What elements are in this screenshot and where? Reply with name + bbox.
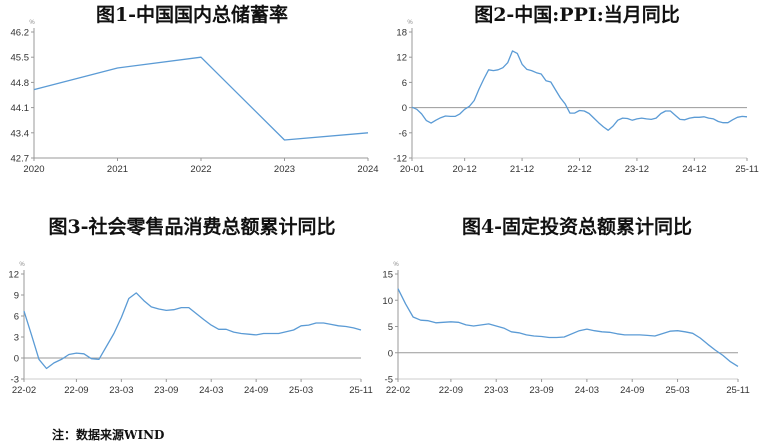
x-tick-label: 23-09: [529, 385, 553, 396]
x-tick-label: 24-09: [620, 385, 644, 396]
x-tick-label: 23-09: [154, 385, 178, 396]
x-tick-label: 23-03: [484, 385, 508, 396]
chart-panel-2: 图2-中国:PPI:当月同比 % 18 12 6 0 -6 -12 20-01 20-12 21-…: [385, 0, 769, 205]
chart-title: 图2-中国:PPI:当月同比: [474, 4, 680, 26]
y-tick-label: 42.7: [11, 154, 30, 165]
x-tick-label: 2023: [274, 164, 295, 175]
y-tick-label: 12: [396, 53, 407, 64]
x-tick-label: 21-12: [510, 164, 534, 175]
series-line: [411, 50, 748, 131]
y-tick-label: 10: [382, 296, 393, 307]
x-tick-label: 22-12: [567, 164, 591, 175]
unit-label: %: [29, 20, 35, 26]
x-tick-label: 25-11: [349, 385, 373, 396]
y-tick-label: 43.4: [11, 128, 30, 139]
chart-plot: %12 9 6 3 0 -322-02 22-09 23-03 23-09 24-03 24-09 2…: [8, 262, 373, 396]
source-note: 注：数据来源WIND: [52, 428, 165, 442]
y-tick-label: 6: [14, 312, 19, 323]
x-tick-label: 20-01: [400, 164, 424, 175]
y-tick-label: 15: [382, 270, 393, 281]
y-tick-label: -3: [11, 375, 19, 386]
y-tick-label: 44.1: [11, 103, 30, 114]
chart-panel-4: 图4-固定投资总额累计同比 % 15 10 5 0 -5 22-02 22-09 23-03 23…: [382, 212, 769, 422]
y-tick-label: 0: [14, 354, 19, 365]
chart-title: 图1-中国国内总储蓄率: [95, 4, 289, 26]
chart-panel-1: 图1-中国国内总储蓄率 % 46.2 45.5 44.8 44.1 43.4 42.7 202…: [0, 0, 384, 205]
x-tick-label: 22-09: [439, 385, 463, 396]
chart-title: 图3-社会零售品消费总额累计同比: [48, 216, 336, 238]
x-tick-label: 24-03: [199, 385, 223, 396]
y-tick-label: 45.5: [11, 53, 30, 64]
x-tick-label: 2024: [357, 164, 378, 175]
unit-label: %: [393, 262, 399, 268]
series-line: [33, 56, 369, 141]
x-tick-label: 23-03: [109, 385, 133, 396]
y-tick-label: 0: [402, 103, 407, 114]
unit-label: %: [19, 262, 25, 268]
y-tick-label: 9: [14, 291, 19, 302]
unit-label: %: [407, 20, 413, 26]
x-tick-label: 22-02: [386, 385, 410, 396]
x-tick-label: 20-12: [452, 164, 476, 175]
x-tick-label: 23-12: [625, 164, 649, 175]
x-tick-label: 25-03: [665, 385, 689, 396]
y-tick-label: 46.2: [11, 28, 30, 39]
x-tick-label: 2021: [107, 164, 128, 175]
y-tick-label: 18: [396, 28, 407, 39]
x-tick-label: 25-03: [289, 385, 313, 396]
y-tick-label: 6: [402, 78, 407, 89]
x-tick-label: 2022: [190, 164, 211, 175]
series-line: [397, 288, 739, 367]
chart-panel-3: 图3-社会零售品消费总额累计同比 % 12 9 6 3 0 -3 22-02 22-09 23-0…: [0, 212, 384, 422]
y-tick-label: 0: [388, 348, 393, 359]
y-tick-label: 3: [14, 333, 19, 344]
y-tick-label: 5: [388, 322, 393, 333]
series-line: [23, 292, 362, 370]
x-tick-label: 22-09: [64, 385, 88, 396]
x-tick-label: 25-11: [726, 385, 750, 396]
y-tick-label: -6: [399, 128, 407, 139]
y-tick-label: 12: [8, 270, 19, 281]
x-tick-label: 2020: [23, 164, 44, 175]
x-tick-label: 22-02: [12, 385, 36, 396]
y-tick-label: 44.8: [11, 78, 30, 89]
x-tick-label: 25-11: [735, 164, 759, 175]
chart-title: 图4-固定投资总额累计同比: [461, 216, 693, 238]
y-tick-label: -12: [393, 154, 407, 165]
x-tick-label: 24-03: [575, 385, 599, 396]
x-tick-label: 24-12: [682, 164, 706, 175]
y-tick-label: -5: [385, 375, 393, 386]
x-tick-label: 24-09: [244, 385, 268, 396]
chart-plot: %15 10 5 0 -522-02 22-09 23-03 23-09 24-03 24-09 2…: [382, 262, 750, 396]
